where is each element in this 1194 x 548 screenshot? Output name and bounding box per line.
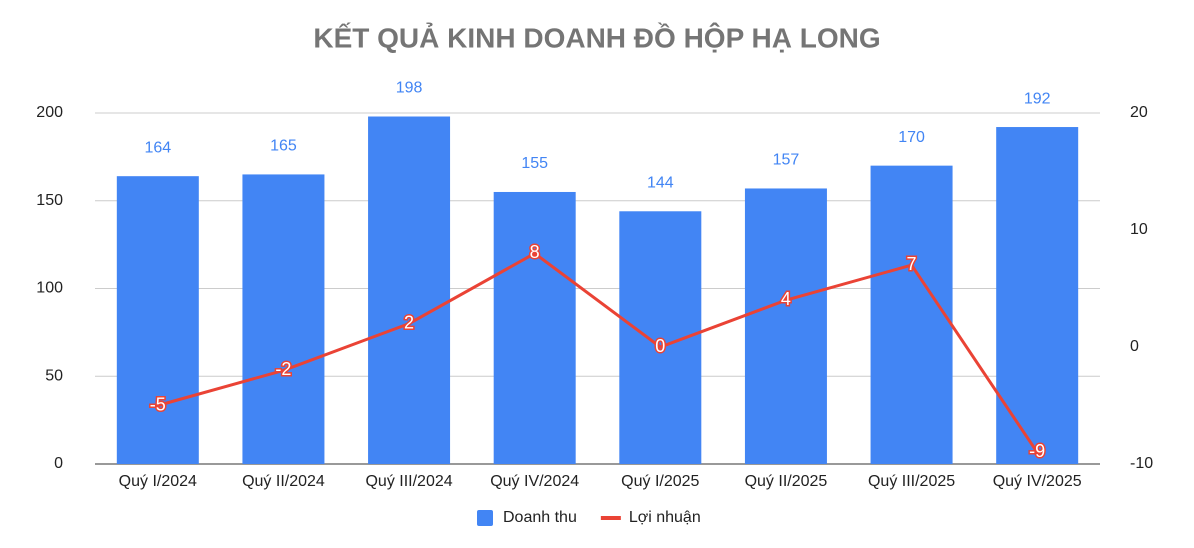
line-value-label: -5 bbox=[150, 394, 166, 414]
bar-value-label: 165 bbox=[270, 138, 297, 155]
x-tick-label: Quý IV/2024 bbox=[490, 473, 579, 490]
x-tick-label: Quý I/2025 bbox=[621, 473, 699, 490]
y2-tick-label: -10 bbox=[1130, 455, 1153, 472]
bar bbox=[870, 165, 953, 464]
x-tick-label: Quý III/2025 bbox=[868, 473, 955, 490]
bar bbox=[368, 116, 451, 464]
bar bbox=[744, 188, 827, 464]
y-tick-label: 200 bbox=[36, 104, 63, 121]
legend-swatch bbox=[600, 516, 621, 520]
x-tick-label: Quý II/2024 bbox=[242, 473, 325, 490]
chart-title: KẾT QUẢ KINH DOANH ĐỒ HỘP HẠ LONG bbox=[313, 21, 880, 53]
bar-value-label: 192 bbox=[1024, 90, 1051, 107]
bar bbox=[493, 191, 576, 464]
bar-value-label: 170 bbox=[898, 129, 925, 146]
x-tick-label: Quý III/2024 bbox=[365, 473, 452, 490]
line-value-label: 0 bbox=[655, 336, 665, 356]
bar-value-label: 155 bbox=[521, 155, 548, 172]
legend-label: Lợi nhuận bbox=[629, 509, 701, 526]
y2-tick-label: 20 bbox=[1130, 104, 1148, 121]
line-value-label: 8 bbox=[530, 242, 540, 262]
bar bbox=[996, 127, 1079, 464]
y-tick-label: 0 bbox=[54, 455, 63, 472]
bar-value-label: 164 bbox=[144, 139, 171, 156]
bar bbox=[116, 176, 199, 464]
y2-tick-label: 10 bbox=[1130, 221, 1148, 238]
bar-value-label: 144 bbox=[647, 174, 674, 191]
line bbox=[157, 251, 1039, 454]
x-tick-label: Quý IV/2025 bbox=[993, 473, 1082, 490]
y-tick-label: 50 bbox=[45, 367, 63, 384]
legend-label: Doanh thu bbox=[503, 509, 577, 526]
y2-tick-label: 0 bbox=[1130, 338, 1139, 355]
line-value-label: -9 bbox=[1029, 441, 1045, 461]
y-tick-label: 100 bbox=[36, 280, 63, 297]
line-value-label: -2 bbox=[275, 359, 291, 379]
y-tick-label: 150 bbox=[36, 192, 63, 209]
legend-swatch bbox=[477, 510, 493, 526]
bar-value-label: 198 bbox=[396, 80, 423, 97]
x-tick-label: Quý I/2024 bbox=[119, 473, 197, 490]
bar-value-label: 157 bbox=[773, 152, 800, 169]
line-value-label: 4 bbox=[781, 289, 791, 309]
line-value-label: 2 bbox=[404, 312, 414, 332]
x-tick-label: Quý II/2025 bbox=[745, 473, 828, 490]
line-value-label: 7 bbox=[907, 254, 917, 274]
bar bbox=[242, 174, 325, 465]
